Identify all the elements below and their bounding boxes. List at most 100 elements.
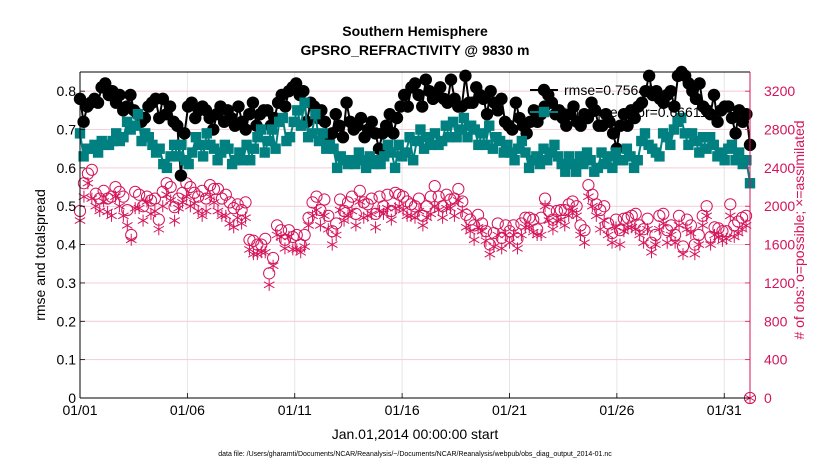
x-tick-label: 01/21 [492, 402, 527, 418]
assimilated-obs-marker [117, 209, 129, 222]
totalspread-marker [636, 135, 647, 147]
totalspread-marker [241, 139, 252, 151]
possible-obs-marker [85, 163, 98, 176]
totalspread-marker [208, 143, 220, 154]
assimilated-obs-marker [492, 229, 504, 241]
rmse-marker [124, 88, 137, 102]
assimilated-obs-marker [693, 238, 705, 251]
totalspread-marker [165, 151, 176, 162]
assimilated-obs-marker [701, 209, 713, 222]
possible-obs-marker [200, 192, 213, 205]
totalspread-marker [129, 120, 140, 131]
totalspread-marker [621, 143, 633, 154]
possible-obs-marker [594, 203, 607, 217]
totalspread-marker [581, 147, 593, 158]
totalspread-marker [266, 124, 278, 135]
x-tick-label: 01/16 [385, 402, 420, 418]
assimilated-obs-marker [157, 200, 169, 213]
assimilated-obs-marker [113, 200, 125, 213]
y-tick-label-right: 800 [764, 313, 788, 329]
rmse-marker [340, 96, 353, 109]
assimilated-obs-marker [413, 205, 425, 218]
assimilated-obs-marker [314, 219, 326, 232]
asterisk-stroke [133, 204, 145, 212]
possible-obs-marker [578, 224, 591, 237]
assimilated-obs-marker [303, 219, 315, 232]
asterisk-stroke [720, 235, 732, 243]
asterisk-stroke [523, 223, 535, 231]
rmse-marker [740, 107, 753, 121]
possible-obs-marker [397, 190, 410, 203]
asterisk-stroke [204, 193, 216, 201]
totalspread-marker [357, 155, 368, 166]
assimilated-obs-marker [200, 205, 212, 218]
asterisk-stroke [445, 204, 456, 212]
possible-obs-marker [121, 203, 134, 217]
asterisk-stroke [693, 241, 705, 249]
assimilated-obs-marker [547, 223, 559, 236]
y-axis-label-left: rmse and totalspread [32, 189, 48, 321]
assimilated-obs-marker [464, 225, 476, 238]
totalspread-marker [549, 139, 560, 151]
line-series [73, 65, 757, 189]
totalspread-marker [89, 139, 100, 151]
asterisk-stroke [512, 244, 523, 252]
possible-obs-marker [440, 188, 453, 201]
asterisk-stroke [244, 245, 255, 253]
asterisk-stroke [180, 193, 192, 201]
asterisk-stroke [334, 206, 346, 214]
assimilated-obs-marker [350, 219, 362, 232]
totalspread-marker [683, 139, 694, 151]
asterisk-stroke [165, 197, 177, 204]
possible-obs-marker [535, 211, 548, 224]
totalspread-marker [418, 143, 430, 154]
asterisk-stroke [318, 212, 330, 220]
assimilated-obs-marker [496, 242, 508, 255]
rmse-marker [506, 123, 519, 136]
totalspread-marker [628, 162, 640, 174]
totalspread-marker [560, 166, 571, 177]
assimilated-obs-marker [697, 219, 709, 232]
asterisk-stroke [98, 198, 110, 205]
assimilated-obs-marker [677, 248, 689, 261]
possible-obs-marker [239, 196, 252, 209]
totalspread-marker [704, 132, 716, 143]
totalspread-marker [480, 139, 491, 151]
asterisk-stroke [125, 236, 137, 244]
possible-obs-marker [89, 187, 102, 200]
assimilated-obs-marker [141, 195, 153, 208]
y-tick-label-left: 0.1 [57, 352, 77, 368]
asterisk-stroke [724, 212, 736, 220]
assimilated-obs-marker [657, 217, 669, 230]
asterisk-stroke [555, 216, 567, 224]
asterisk-stroke [594, 225, 606, 233]
asterisk-stroke [366, 210, 378, 218]
asterisk-stroke [697, 221, 709, 229]
y-tick-label-right: 1200 [764, 275, 795, 291]
x-tick-label: 01/01 [62, 402, 97, 418]
totalspread-marker [469, 124, 480, 135]
rmse-marker [318, 115, 332, 129]
y-tick-label-right: 1600 [764, 237, 795, 253]
possible-obs-marker [334, 193, 347, 206]
assimilated-obs-marker [267, 259, 279, 272]
rmse-marker [174, 169, 188, 182]
totalspread-marker [686, 128, 698, 139]
totalspread-marker [147, 139, 158, 151]
asterisk-stroke [456, 207, 468, 215]
tick-labels: 01/01 01/06 01/11 01/16 01/21 01/26 01/31 0 0.1 0… [57, 83, 796, 418]
asterisk-stroke [86, 195, 98, 202]
totalspread-marker [476, 128, 488, 139]
assimilated-obs-marker [598, 214, 610, 227]
totalspread-marker [473, 139, 484, 151]
asterisk-stroke [240, 214, 251, 222]
totalspread-marker [509, 155, 520, 166]
asterisk-stroke [614, 241, 626, 249]
x-tick-label: 01/31 [707, 402, 742, 418]
totalspread-marker [375, 158, 386, 170]
totalspread-marker [625, 151, 636, 162]
assimilated-obs-marker [366, 207, 378, 220]
totalspread-marker [176, 139, 187, 151]
rmse-marker [707, 88, 721, 102]
